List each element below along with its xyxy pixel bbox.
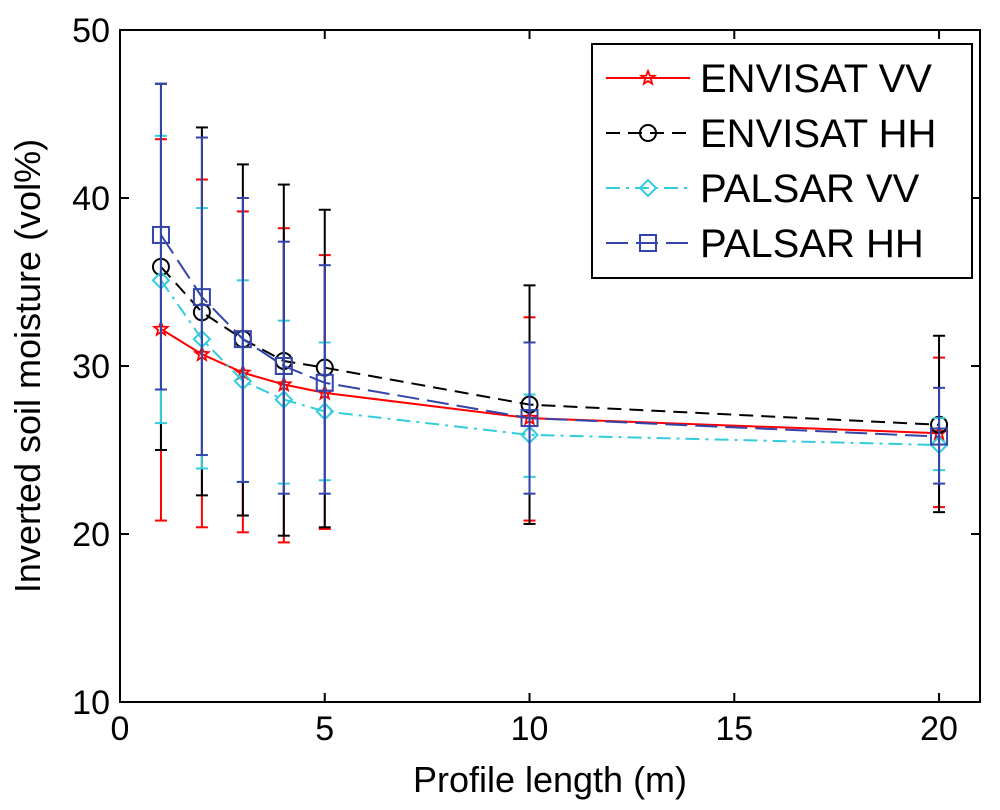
- x-tick-label: 0: [111, 710, 130, 748]
- y-tick-label: 50: [72, 12, 110, 50]
- x-axis-label: Profile length (m): [413, 759, 687, 800]
- data-point: [315, 373, 334, 392]
- ticks-layer: 0 5 10 15 20 10 20 30 40 50: [72, 12, 980, 748]
- data-point: [520, 409, 539, 428]
- y-tick-label: 20: [72, 516, 110, 554]
- legend-marker-envisat-vv: [638, 68, 658, 86]
- y-axis-label: Inverted soil moisture (vol%): [7, 139, 48, 593]
- data-point: [192, 288, 211, 307]
- series-palsar-hh: [151, 82, 949, 495]
- legend-label-palsar-hh: PALSAR HH: [700, 222, 924, 266]
- series-line: [160, 234, 940, 438]
- y-tick-label: 40: [72, 180, 110, 218]
- x-tick-label: 5: [315, 710, 334, 748]
- legend-label-palsar-vv: PALSAR VV: [700, 167, 920, 211]
- x-tick-label: 20: [920, 710, 958, 748]
- data-point: [233, 330, 252, 349]
- legend-marker-envisat-hh: [639, 124, 657, 142]
- legend-label-envisat-vv: ENVISAT VV: [700, 57, 932, 101]
- data-point: [151, 225, 170, 244]
- y-tick-label: 10: [72, 684, 110, 722]
- legend: ENVISAT VV ENVISAT HH PALSAR VV PALSAR HH: [591, 43, 973, 279]
- series-layer: [151, 82, 949, 544]
- data-point: [930, 427, 949, 446]
- legend-marker-palsar-vv: [638, 178, 658, 198]
- x-tick-label: 15: [715, 710, 753, 748]
- y-tick-label: 30: [72, 348, 110, 386]
- legend-marker-palsar-hh: [639, 234, 657, 252]
- x-tick-label: 10: [511, 710, 549, 748]
- data-point: [274, 357, 293, 375]
- legend-label-envisat-hh: ENVISAT HH: [700, 112, 936, 156]
